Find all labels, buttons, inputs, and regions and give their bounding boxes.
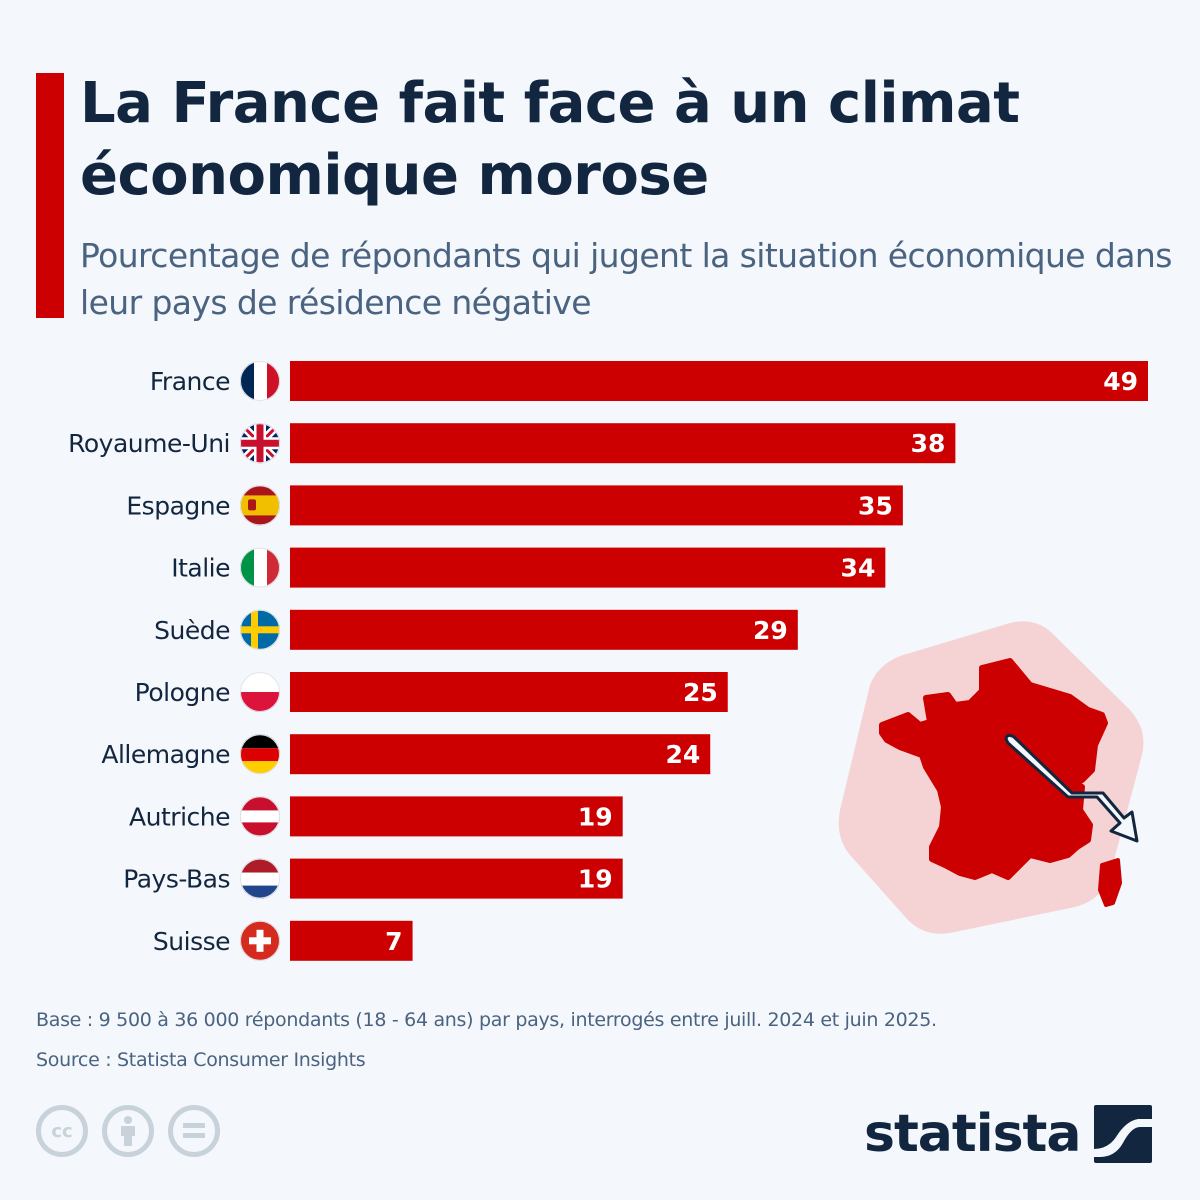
flag-austria-icon (240, 796, 280, 837)
flag-france-icon (240, 361, 280, 401)
logo-text: statista (864, 1104, 1081, 1164)
value-label: 7 (385, 927, 402, 956)
bar (290, 609, 798, 650)
flag-sweden-icon (240, 609, 280, 650)
bar-row: France 49 (150, 361, 1148, 401)
license-icons: cc (36, 1105, 220, 1157)
france-map-illustration (838, 621, 1144, 934)
base-note: Base : 9 500 à 36 000 répondants (18 - 6… (36, 1009, 937, 1031)
flag-italy-icon (240, 547, 280, 588)
category-label: Allemagne (101, 740, 230, 769)
value-label: 29 (753, 616, 788, 645)
category-label: Suisse (153, 927, 230, 956)
bar-row: Royaume-Uni 38 (68, 423, 956, 464)
attribution-icon[interactable] (102, 1105, 154, 1157)
bar (290, 920, 413, 961)
bar-chart: France 49 Royaume-Uni 38 Espagne 35 Italie 34 Su… (68, 361, 1148, 961)
bar (290, 734, 711, 775)
source-note: Source : Statista Consumer Insights (36, 1049, 366, 1071)
value-label: 35 (858, 491, 893, 520)
chart-subtitle: Pourcentage de répondants qui jugent la … (80, 236, 1172, 322)
flag-netherlands-icon (240, 858, 280, 899)
france-map-icon (879, 658, 1108, 880)
value-label: 49 (1103, 367, 1138, 396)
category-label: Italie (171, 554, 230, 583)
bar-row: Allemagne 24 (101, 734, 711, 775)
no-derivatives-icon[interactable] (168, 1105, 220, 1157)
bar-row: Suisse 7 (153, 920, 413, 961)
chart-title: La France fait face à un climat économiq… (80, 71, 1020, 208)
title-accent-bar (36, 73, 64, 318)
bar (290, 423, 956, 464)
value-label: 25 (683, 678, 718, 707)
statista-logo[interactable]: statista (864, 1104, 1153, 1164)
flag-spain-icon (240, 485, 280, 526)
value-label: 34 (841, 554, 876, 583)
category-label: France (150, 367, 230, 396)
category-label: Autriche (129, 802, 230, 831)
value-label: 38 (911, 429, 946, 458)
value-label: 24 (665, 740, 700, 769)
chart-notes: Base : 9 500 à 36 000 répondants (18 - 6… (36, 1000, 1176, 1080)
bar (290, 672, 728, 712)
bar (290, 547, 886, 588)
bar-row: Pays-Bas 19 (123, 858, 623, 899)
bar-row: Autriche 19 (129, 796, 623, 837)
bar-row: Pologne 25 (135, 672, 728, 712)
bar-row: Espagne 35 (126, 485, 903, 526)
trend-down-arrow-icon (1004, 733, 1139, 843)
bar (290, 796, 623, 837)
bar-row: Italie 34 (171, 547, 886, 588)
cc-icon[interactable]: cc (36, 1105, 88, 1157)
bar (290, 485, 903, 526)
category-label: Pologne (135, 678, 230, 707)
category-label: Espagne (126, 491, 230, 520)
corsica-icon (1098, 858, 1122, 907)
statista-logo-icon (1094, 1105, 1153, 1163)
bar (290, 858, 623, 899)
value-label: 19 (578, 865, 613, 894)
flag-poland-icon (240, 672, 280, 712)
flag-uk-icon (240, 423, 280, 464)
bar-row: Suède 29 (154, 609, 798, 650)
category-label: Royaume-Uni (68, 429, 230, 458)
flag-switzerland-icon (240, 920, 280, 961)
value-label: 19 (578, 802, 613, 831)
flag-germany-icon (240, 734, 280, 775)
category-label: Pays-Bas (123, 865, 230, 894)
category-label: Suède (154, 616, 230, 645)
bar (290, 361, 1148, 401)
